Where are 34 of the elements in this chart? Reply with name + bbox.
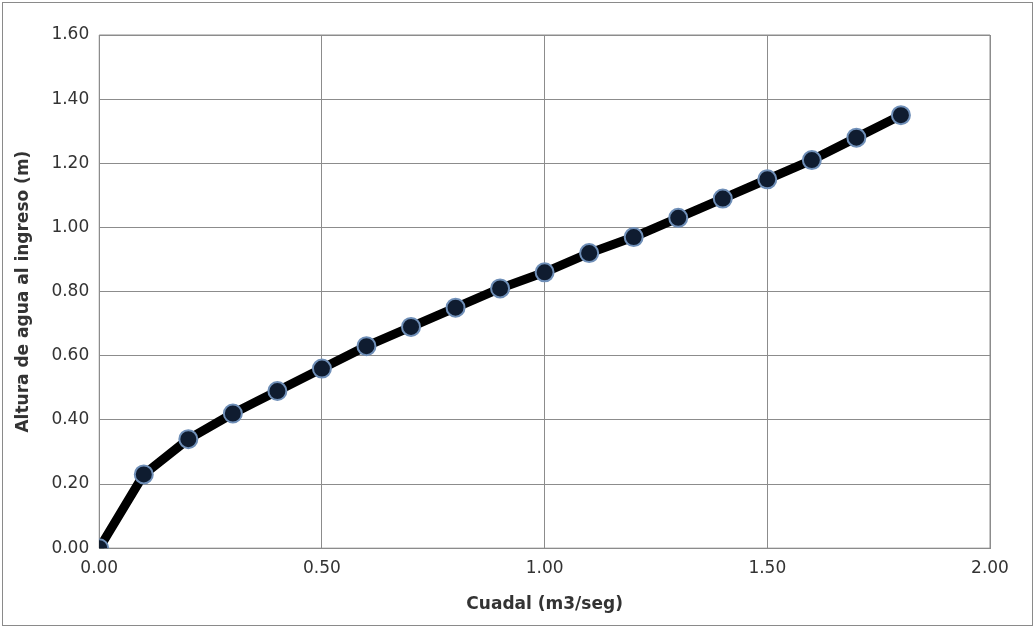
point bbox=[890, 105, 911, 126]
y-tick-label: 1.20 bbox=[51, 151, 90, 172]
point bbox=[712, 188, 733, 209]
x-tick-label: 0.50 bbox=[303, 556, 341, 577]
y-tick-label: 0.60 bbox=[51, 344, 90, 365]
point bbox=[401, 316, 422, 337]
point bbox=[579, 243, 600, 264]
point bbox=[801, 150, 822, 171]
y-axis-title: Altura de agua al ingreso (m) bbox=[11, 150, 32, 433]
point bbox=[846, 127, 867, 148]
x-axis-title: Cuadal (m3/seg) bbox=[466, 593, 623, 614]
point bbox=[356, 336, 377, 357]
point bbox=[668, 207, 689, 228]
point bbox=[133, 464, 154, 485]
y-tick-label: 0.40 bbox=[51, 408, 90, 429]
point bbox=[534, 262, 555, 283]
x-tick-label: 1.50 bbox=[748, 556, 787, 577]
point bbox=[178, 429, 199, 450]
y-tick-label: 1.60 bbox=[51, 23, 90, 44]
point bbox=[623, 227, 644, 248]
point bbox=[757, 169, 778, 190]
y-tick-label: 0.20 bbox=[51, 472, 90, 493]
y-tick-label: 0.80 bbox=[51, 280, 90, 301]
point bbox=[311, 358, 332, 379]
y-tick-label: 1.40 bbox=[51, 87, 90, 108]
point bbox=[222, 403, 243, 424]
x-tick-label: 2.00 bbox=[971, 556, 1009, 577]
x-tick-label: 1.00 bbox=[525, 556, 564, 577]
point bbox=[490, 278, 511, 299]
x-tick-label: 0.00 bbox=[80, 556, 119, 577]
point bbox=[445, 297, 466, 318]
y-tick-label: 1.00 bbox=[51, 215, 90, 236]
point bbox=[267, 381, 288, 402]
y-tick-label: 0.00 bbox=[51, 536, 90, 557]
